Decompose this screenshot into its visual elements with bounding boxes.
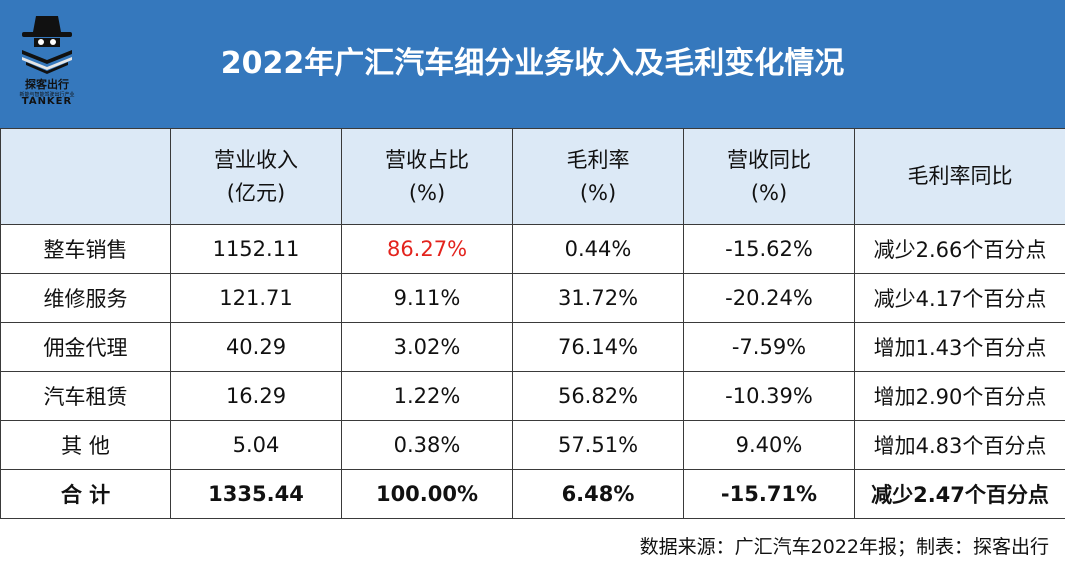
total-share: 100.00% bbox=[341, 469, 513, 519]
total-margin: 6.48% bbox=[512, 469, 684, 519]
detective-hat-icon bbox=[22, 16, 72, 74]
table-row: 其 他 5.04 0.38% 57.51% 9.40% 增加4.83个百分点 bbox=[0, 420, 1065, 470]
total-name: 合 计 bbox=[0, 469, 171, 519]
row-name: 其 他 bbox=[0, 420, 171, 470]
row-margin: 76.14% bbox=[512, 322, 684, 372]
row-name: 佣金代理 bbox=[0, 322, 171, 372]
row-name: 维修服务 bbox=[0, 273, 171, 323]
total-margin-yoy: 减少2.47个百分点 bbox=[854, 469, 1065, 519]
row-margin-yoy: 减少4.17个百分点 bbox=[854, 273, 1065, 323]
logo-name-en: TANKER bbox=[21, 96, 73, 107]
row-revenue: 16.29 bbox=[170, 371, 342, 421]
header-cell-yoy: 营收同比 (%) bbox=[683, 128, 855, 225]
source-note: 数据来源：广汇汽车2022年报；制表：探客出行 bbox=[639, 536, 1049, 558]
row-revenue: 40.29 bbox=[170, 322, 342, 372]
row-yoy: -10.39% bbox=[683, 371, 855, 421]
row-revenue: 5.04 bbox=[170, 420, 342, 470]
row-revenue: 1152.11 bbox=[170, 224, 342, 274]
row-name: 整车销售 bbox=[0, 224, 171, 274]
row-margin-yoy: 减少2.66个百分点 bbox=[854, 224, 1065, 274]
row-margin: 31.72% bbox=[512, 273, 684, 323]
row-name: 汽车租赁 bbox=[0, 371, 171, 421]
row-share: 3.02% bbox=[341, 322, 513, 372]
row-margin-yoy: 增加4.83个百分点 bbox=[854, 420, 1065, 470]
row-margin: 56.82% bbox=[512, 371, 684, 421]
business-table: 营业收入 (亿元) 营收占比 (%) 毛利率 (%) 营收同比 (%) 毛利率同比 整车… bbox=[0, 128, 1065, 519]
tanker-logo: 探客出行 新能与智能驾驶出行产业 TANKER bbox=[14, 10, 80, 110]
row-margin-yoy: 增加2.90个百分点 bbox=[854, 371, 1065, 421]
header-cell-margin: 毛利率 (%) bbox=[512, 128, 684, 225]
table-header-row: 营业收入 (亿元) 营收占比 (%) 毛利率 (%) 营收同比 (%) 毛利率同比 bbox=[0, 128, 1065, 225]
header-cell-share: 营收占比 (%) bbox=[341, 128, 513, 225]
header-cell-margin-yoy: 毛利率同比 bbox=[854, 128, 1065, 225]
page-title: 2022年广汇汽车细分业务收入及毛利变化情况 bbox=[220, 46, 845, 81]
header-banner: 探客出行 新能与智能驾驶出行产业 TANKER 2022年广汇汽车细分业务收入及… bbox=[0, 0, 1065, 129]
table-row: 整车销售 1152.11 86.27% 0.44% -15.62% 减少2.66… bbox=[0, 224, 1065, 274]
row-yoy: -7.59% bbox=[683, 322, 855, 372]
total-revenue: 1335.44 bbox=[170, 469, 342, 519]
row-revenue: 121.71 bbox=[170, 273, 342, 323]
row-margin: 57.51% bbox=[512, 420, 684, 470]
row-share-highlight: 86.27% bbox=[341, 224, 513, 274]
row-yoy: 9.40% bbox=[683, 420, 855, 470]
logo-tagline: 新能与智能驾驶出行产业 bbox=[19, 92, 75, 98]
table-row: 佣金代理 40.29 3.02% 76.14% -7.59% 增加1.43个百分… bbox=[0, 322, 1065, 372]
row-margin: 0.44% bbox=[512, 224, 684, 274]
row-share: 9.11% bbox=[341, 273, 513, 323]
row-yoy: -15.62% bbox=[683, 224, 855, 274]
total-yoy: -15.71% bbox=[683, 469, 855, 519]
table-total-row: 合 计 1335.44 100.00% 6.48% -15.71% 减少2.47… bbox=[0, 469, 1065, 519]
logo-name-cn: 探客出行 bbox=[25, 78, 69, 91]
row-margin-yoy: 增加1.43个百分点 bbox=[854, 322, 1065, 372]
header-cell-blank bbox=[0, 128, 171, 225]
table-row: 维修服务 121.71 9.11% 31.72% -20.24% 减少4.17个… bbox=[0, 273, 1065, 323]
header-cell-revenue: 营业收入 (亿元) bbox=[170, 128, 342, 225]
row-share: 1.22% bbox=[341, 371, 513, 421]
row-share: 0.38% bbox=[341, 420, 513, 470]
table-row: 汽车租赁 16.29 1.22% 56.82% -10.39% 增加2.90个百… bbox=[0, 371, 1065, 421]
row-yoy: -20.24% bbox=[683, 273, 855, 323]
